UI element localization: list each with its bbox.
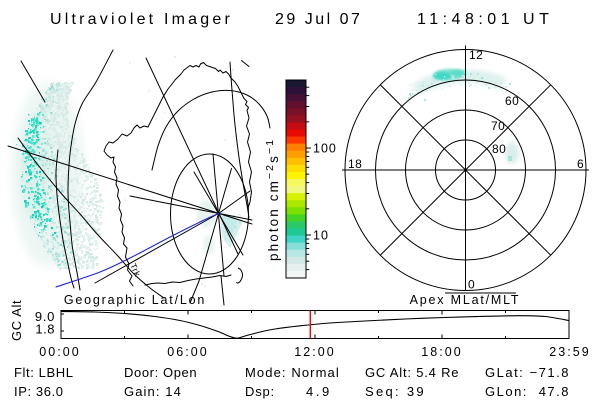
svg-text:12:00: 12:00 [294, 345, 336, 359]
svg-text:Gain: 14: Gain: 14 [124, 384, 182, 399]
svg-text:Seq: 39: Seq: 39 [365, 384, 426, 399]
svg-text:GC Alt: 5.4 Re: GC Alt: 5.4 Re [365, 365, 459, 380]
svg-text:9.0: 9.0 [35, 309, 55, 324]
svg-text:1.8: 1.8 [35, 322, 55, 337]
svg-text:Flt: LBHL: Flt: LBHL [14, 365, 74, 380]
svg-text:10: 10 [313, 229, 329, 243]
svg-text:GLat:: GLat: [485, 365, 524, 380]
svg-text:Geographic Lat/Lon: Geographic Lat/Lon [64, 293, 206, 307]
svg-text:IP: 36.0: IP: 36.0 [14, 384, 64, 399]
svg-text:−71.8: −71.8 [530, 365, 570, 380]
svg-text:18: 18 [348, 157, 362, 171]
svg-text:18:00: 18:00 [421, 345, 463, 359]
svg-text:29 Jul 07: 29 Jul 07 [275, 11, 362, 28]
svg-text:6: 6 [577, 157, 584, 171]
svg-text:100: 100 [313, 142, 337, 156]
svg-text:Dsp:: Dsp: [245, 384, 275, 399]
svg-text:70: 70 [491, 119, 505, 133]
svg-text:4.9: 4.9 [306, 384, 332, 399]
svg-text:photon cm−2s−1: photon cm−2s−1 [264, 138, 281, 261]
svg-text:47.8: 47.8 [539, 384, 570, 399]
svg-text:12: 12 [469, 48, 483, 62]
svg-text:60: 60 [505, 94, 519, 108]
svg-text:GLon:: GLon: [485, 384, 528, 399]
svg-text:80: 80 [492, 142, 506, 156]
svg-text:GC Alt: GC Alt [9, 300, 24, 341]
svg-text:Mode: Normal: Mode: Normal [245, 365, 340, 380]
svg-text:00:00: 00:00 [39, 345, 81, 359]
svg-text:06:00: 06:00 [167, 345, 209, 359]
svg-text:Door: Open: Door: Open [124, 365, 197, 380]
svg-text:Apex MLat/MLT: Apex MLat/MLT [410, 293, 521, 307]
svg-text:Ultraviolet Imager: Ultraviolet Imager [50, 11, 233, 28]
svg-text:11:48:01 UT: 11:48:01 UT [417, 11, 553, 28]
svg-text:23:59: 23:59 [549, 345, 591, 359]
svg-text:0: 0 [468, 278, 475, 292]
